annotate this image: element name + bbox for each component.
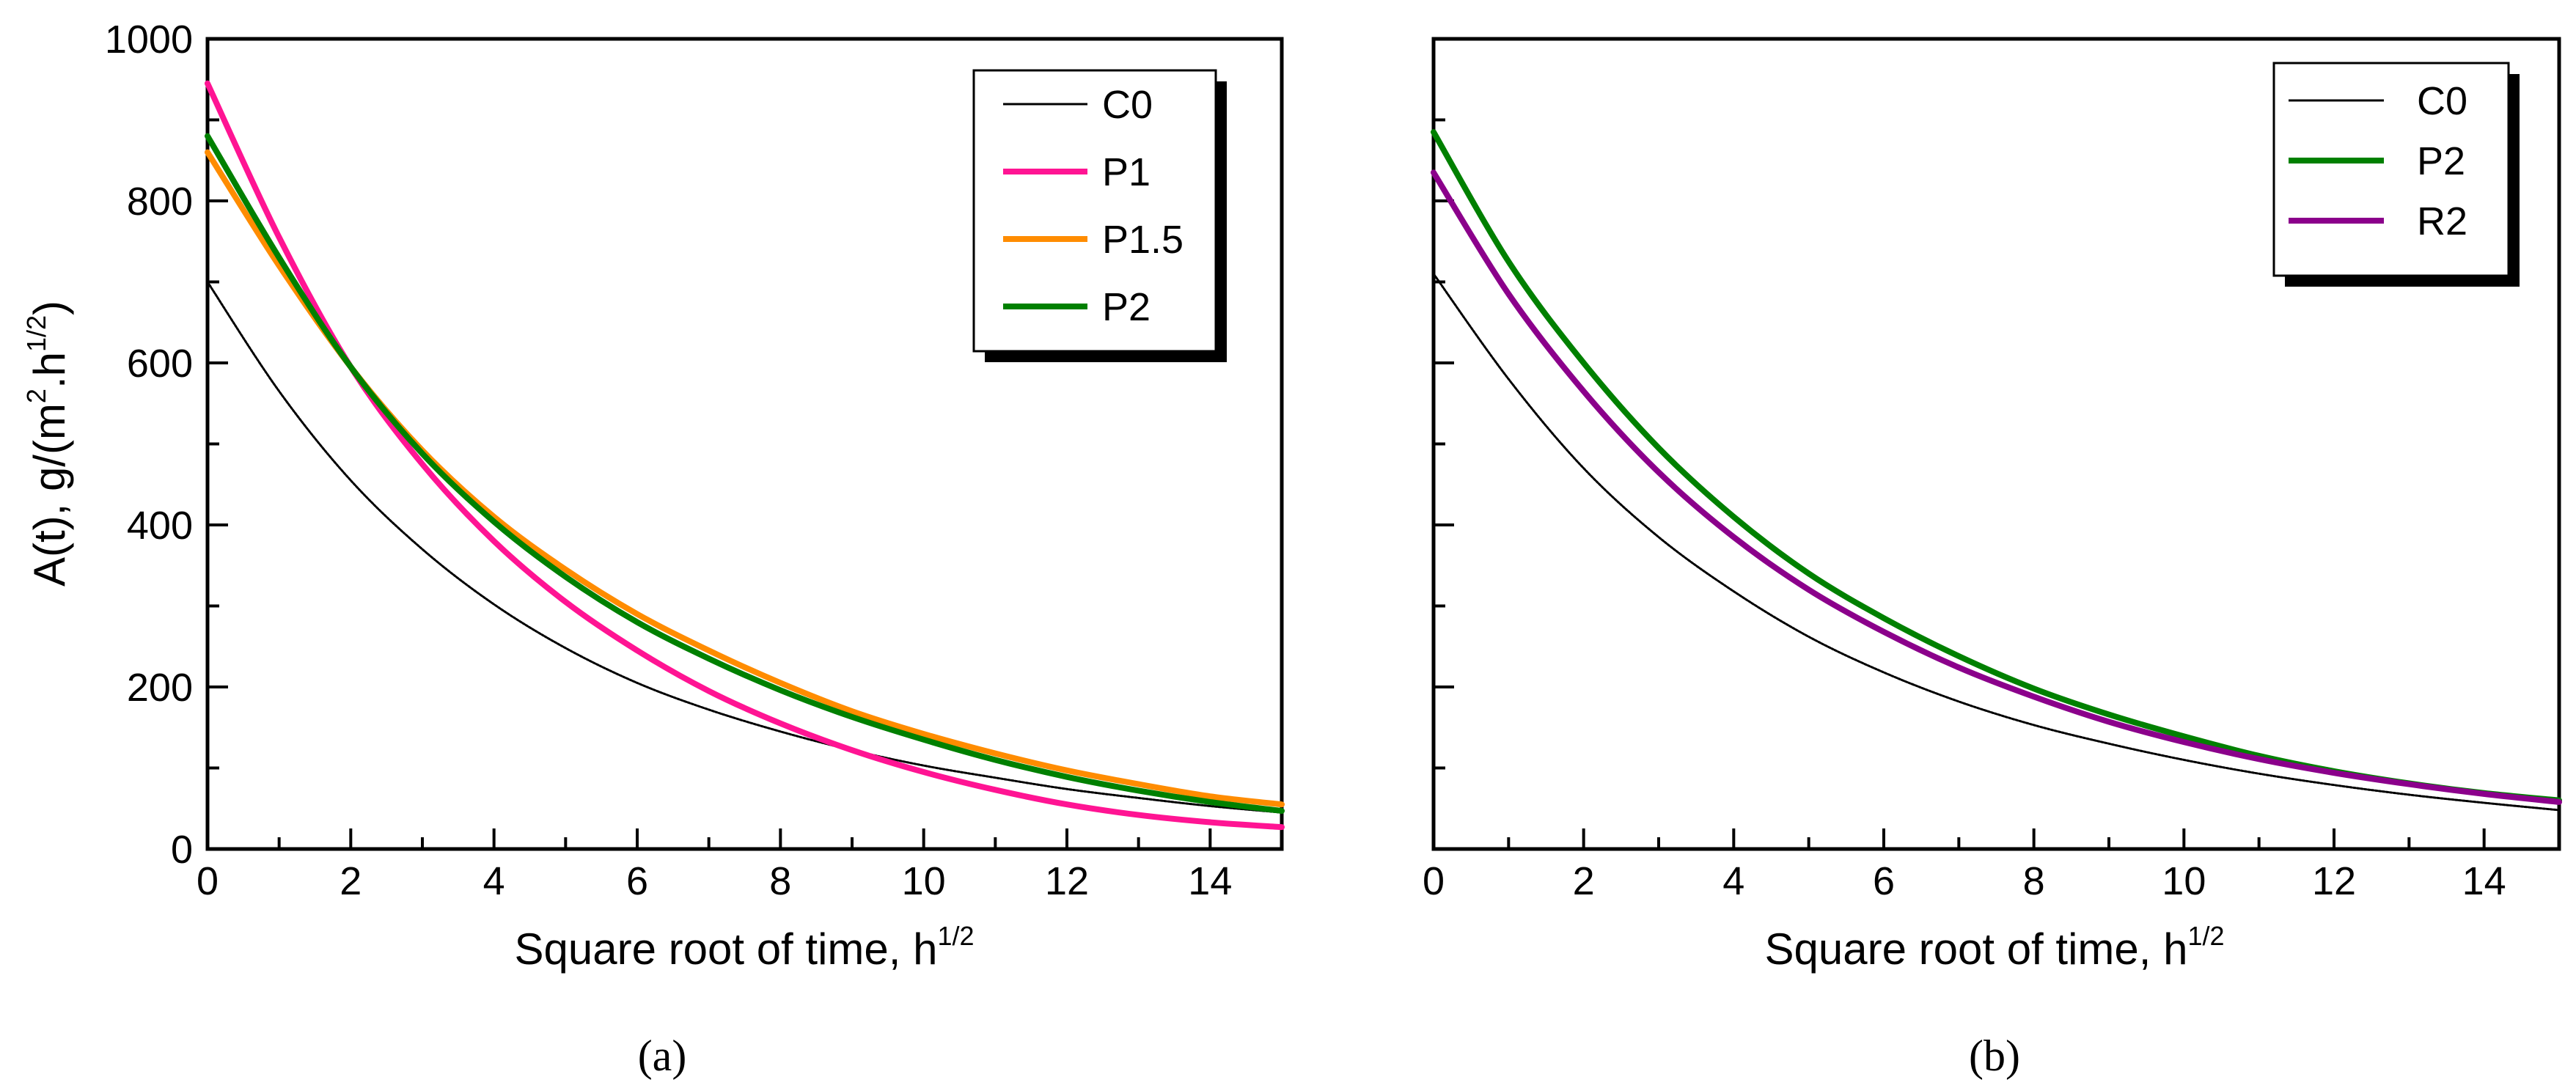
x-tick-label-a: 8	[769, 859, 791, 903]
x-tick-label-a: 10	[902, 859, 946, 903]
y-tick-label-a: 800	[127, 180, 193, 224]
x-tick-label-b: 12	[2312, 859, 2356, 903]
x-tick-label-b: 2	[1573, 859, 1595, 903]
panel-b: 0 2 4 6 8 10 12 14 Square root of time, h1/2 (b…	[1423, 37, 2562, 1080]
x-tick-label-a: 6	[626, 859, 648, 903]
x-tick-label-b: 10	[2162, 859, 2206, 903]
x-tick-label-a: 12	[1045, 859, 1089, 903]
y-tick-label-a: 0	[171, 828, 193, 872]
panel-label-b: (b)	[1969, 1032, 2020, 1080]
legend-b: C0 P2 R2	[2272, 62, 2520, 287]
x-tick-label-a: 0	[197, 859, 219, 903]
panel-label-a: (a)	[638, 1032, 687, 1080]
x-tick-label-b: 6	[1873, 859, 1895, 903]
legend-label-c0: C0	[1102, 83, 1153, 127]
legend-label-r2: R2	[2417, 199, 2467, 243]
series-line-c0	[1432, 272, 2561, 812]
y-tick-label-a: 200	[127, 666, 193, 710]
x-tick-label-b: 14	[2462, 859, 2506, 903]
legend-label-p1: P1	[1102, 150, 1151, 194]
legend-label-p2: P2	[2417, 139, 2465, 183]
series-line-p2	[205, 133, 1285, 815]
x-axis-title-a: Square root of time, h1/2	[514, 921, 974, 974]
legend-a: C0 P1 P1.5 P2	[972, 69, 1227, 362]
y-axis-title-a: A(t), g/(m2.h1/2)	[21, 301, 74, 587]
ticks-a: 0 2 4 6 8 10 12 14 0 200 400 600 800 1000	[105, 18, 1283, 903]
x-tick-label-b: 0	[1423, 859, 1445, 903]
legend-label-p1-5: P1.5	[1102, 218, 1184, 262]
series-line-r2	[1431, 169, 2562, 805]
legend-label-c0: C0	[2417, 79, 2467, 123]
y-tick-label-a: 600	[127, 342, 193, 386]
x-tick-label-a: 4	[483, 859, 505, 903]
legend-box-b	[2272, 62, 2510, 277]
series-b	[1431, 129, 2562, 812]
x-tick-label-a: 2	[340, 859, 362, 903]
x-axis-title-b: Square root of time, h1/2	[1764, 921, 2224, 974]
ticks-b: 0 2 4 6 8 10 12 14	[1423, 37, 2561, 903]
x-tick-label-b: 4	[1722, 859, 1744, 903]
series-a	[205, 80, 1285, 831]
legend-label-p2: P2	[1102, 285, 1151, 329]
panel-a: 0 2 4 6 8 10 12 14 0 200 400 600 800 1000 Square root…	[21, 18, 1285, 1080]
y-tick-label-a: 1000	[105, 18, 193, 62]
series-line-c0	[206, 281, 1283, 814]
x-tick-label-a: 14	[1188, 859, 1232, 903]
y-tick-label-a: 400	[127, 504, 193, 548]
x-tick-label-b: 8	[2023, 859, 2045, 903]
